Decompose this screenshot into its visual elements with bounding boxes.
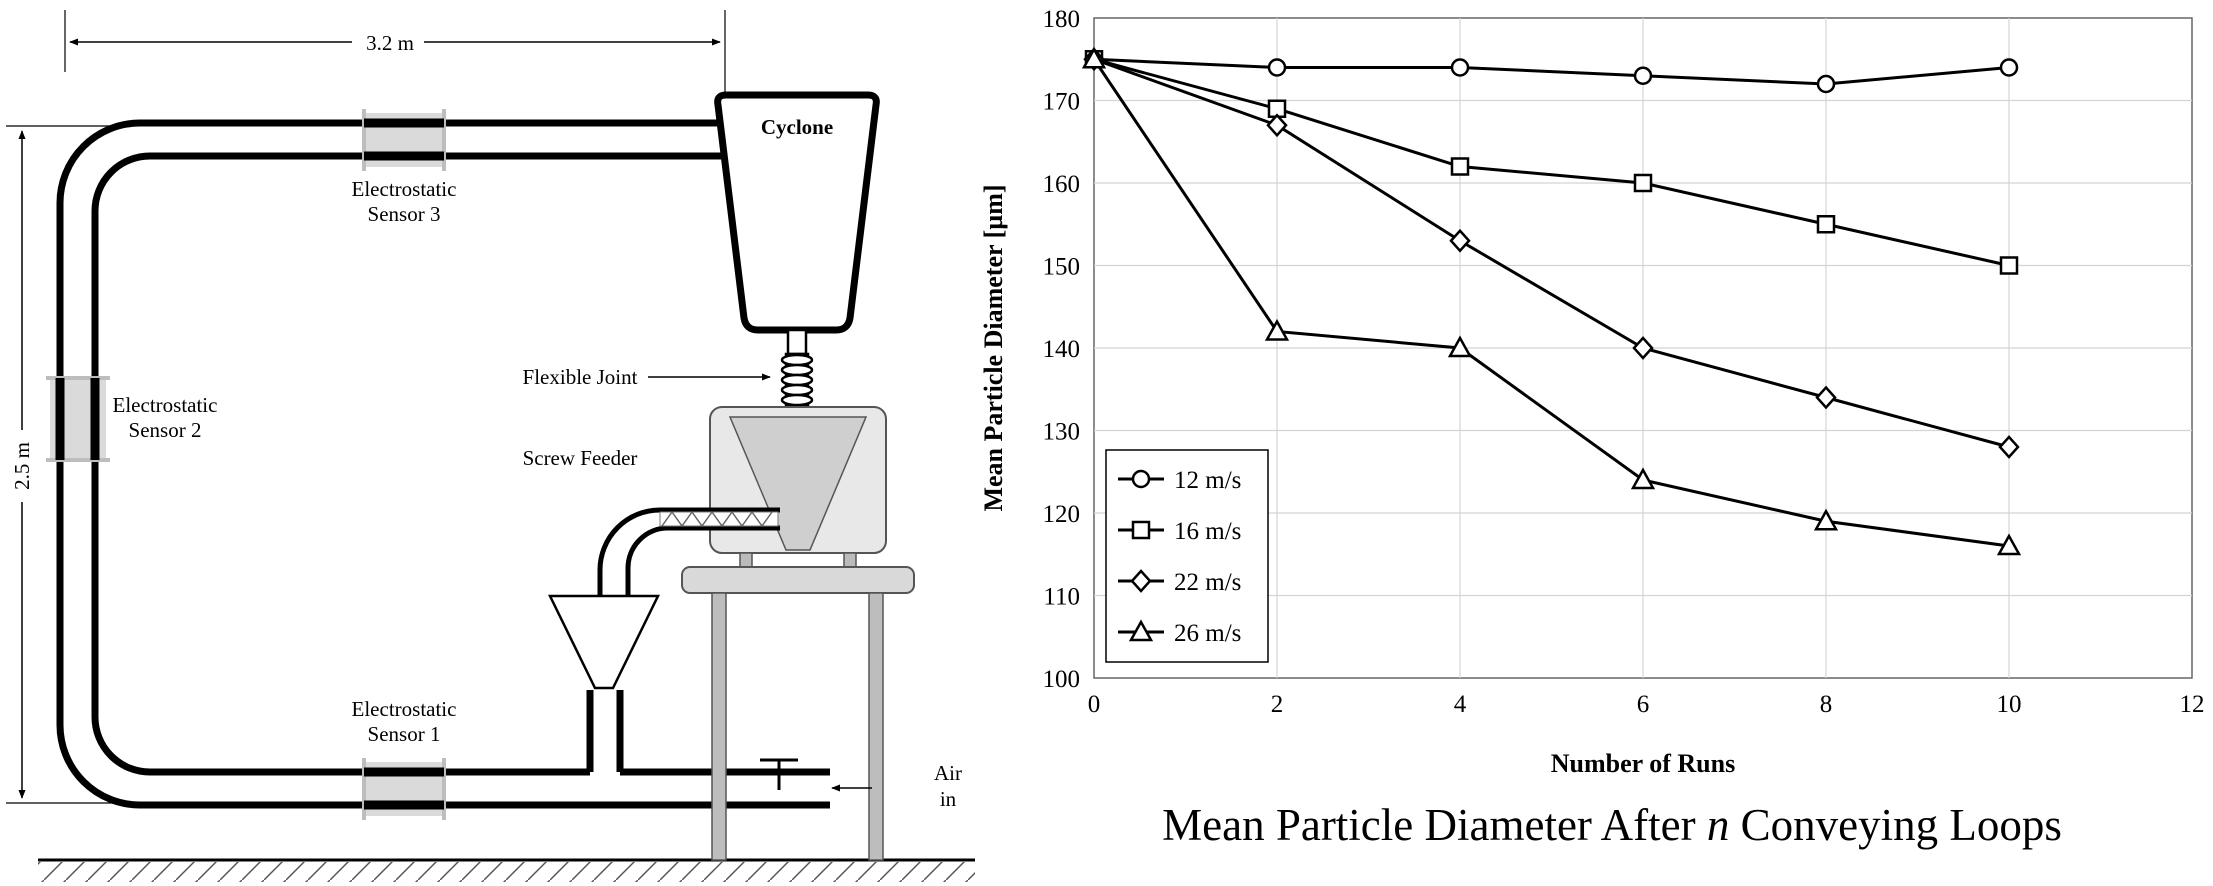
x-axis-label: Number of Runs <box>1551 749 1735 778</box>
x-tick-label: 10 <box>1997 691 2022 718</box>
y-tick-label: 130 <box>1043 419 1081 446</box>
funnel <box>547 594 661 690</box>
series-line <box>1093 57 2010 86</box>
feed-pipe <box>597 507 780 600</box>
data-point <box>1630 467 1656 490</box>
y-tick-label: 180 <box>1043 6 1081 33</box>
data-point <box>1813 508 1839 531</box>
screw-feeder <box>709 406 887 570</box>
sensor-2: Electrostatic Sensor 2 <box>46 376 218 462</box>
data-point <box>1632 336 1654 360</box>
data-point <box>1449 228 1471 253</box>
data-point <box>1633 173 1653 193</box>
series <box>1081 46 2022 556</box>
data-point <box>1633 66 1653 85</box>
x-tick-label: 2 <box>1271 691 1284 718</box>
width-dimension-label: 3.2 m <box>366 31 414 55</box>
flexible-joint-label: Flexible Joint <box>523 365 638 389</box>
caption-part-2: n <box>1707 800 1730 850</box>
x-tick-label: 12 <box>2180 691 2205 718</box>
axes: 100 110 120 130 140 150 160 170 180 0 2 4 6 8 10 12 <box>1043 6 2205 718</box>
air-in-label-line1: Air <box>934 761 962 785</box>
legend-entry-label: 26 m/s <box>1174 620 1241 647</box>
y-tick-label: 170 <box>1043 89 1081 116</box>
y-tick-label: 110 <box>1043 584 1080 611</box>
data-point <box>1999 256 2019 275</box>
particle-diameter-chart: 100 110 120 130 140 150 160 170 180 0 2 4 6 8 10 12 Num… <box>979 6 2205 850</box>
data-point <box>1081 46 1107 69</box>
data-point <box>1450 157 1470 176</box>
data-point <box>1815 385 1837 410</box>
y-tick-label: 140 <box>1043 336 1081 363</box>
x-tick-label: 8 <box>1820 691 1833 718</box>
legend-marker <box>1131 469 1151 489</box>
y-tick-label: 100 <box>1043 666 1081 693</box>
conveying-pipe-loop <box>56 119 830 809</box>
legend-marker <box>1128 619 1154 642</box>
data-point <box>1267 58 1287 77</box>
valve-icon <box>760 758 798 790</box>
y-tick-label: 160 <box>1043 171 1081 198</box>
series-line <box>1093 57 2010 449</box>
sensor-3-label-line2: Sensor 3 <box>368 202 441 226</box>
legend-entry-label: 22 m/s <box>1174 569 1241 596</box>
data-point <box>1816 74 1836 94</box>
data-point <box>1998 435 2020 459</box>
y-tick-label: 150 <box>1043 254 1081 281</box>
sensor-1-label-line2: Sensor 1 <box>368 722 441 746</box>
height-dimension-label: 2.5 m <box>10 442 34 490</box>
legend-entry-label: 16 m/s <box>1174 518 1241 545</box>
support-table <box>681 566 915 861</box>
data-point <box>1266 113 1288 138</box>
caption-part-3: Conveying Loops <box>1729 800 2062 850</box>
caption-part-1: Mean Particle Diameter After <box>1162 800 1707 850</box>
air-in-label-line2: in <box>940 787 957 811</box>
chart-caption: Mean Particle Diameter After n Conveying… <box>1162 800 2062 850</box>
sensor-3: Electrostatic Sensor 3 <box>352 109 457 226</box>
flexible-joint <box>780 352 814 408</box>
data-point <box>1816 215 1836 234</box>
sensor-1-label-line1: Electrostatic <box>352 697 457 721</box>
series-line <box>1093 57 2010 267</box>
floor-hatching <box>38 862 975 882</box>
cyclone-label: Cyclone <box>761 115 833 139</box>
x-tick-label: 0 <box>1088 691 1101 718</box>
legend: 12 m/s 16 m/s 22 m/s 26 m/s <box>1105 449 1269 663</box>
legend-marker <box>1130 569 1152 593</box>
screw-feeder-label: Screw Feeder <box>523 446 638 470</box>
y-tick-label: 120 <box>1043 501 1081 528</box>
legend-marker <box>1131 520 1151 540</box>
sensor-2-label-line2: Sensor 2 <box>129 418 202 442</box>
sensor-2-label-line1: Electrostatic <box>113 393 218 417</box>
series-line <box>1092 58 2010 548</box>
series-22-m-s <box>1083 47 2020 459</box>
y-axis-label: Mean Particle Diameter [µm] <box>979 184 1008 511</box>
sensor-1: Electrostatic Sensor 1 <box>352 697 457 820</box>
data-point <box>1447 335 1473 358</box>
legend-entry-label: 12 m/s <box>1174 467 1241 494</box>
conveying-rig-schematic: 3.2 m 2.5 m Electrostatic <box>6 10 975 882</box>
legend-box <box>1105 449 1269 663</box>
data-point <box>1999 58 2019 77</box>
x-tick-label: 4 <box>1454 691 1467 718</box>
cyclone: Cyclone <box>714 91 880 356</box>
x-tick-label: 6 <box>1637 691 1650 718</box>
dimension-width: 3.2 m <box>64 10 726 125</box>
dimension-height: 2.5 m <box>6 125 120 804</box>
data-point <box>1996 533 2022 556</box>
sensor-3-label-line1: Electrostatic <box>352 177 457 201</box>
data-point <box>1264 318 1290 341</box>
series-26-m-s <box>1081 46 2022 556</box>
data-point <box>1450 58 1470 77</box>
